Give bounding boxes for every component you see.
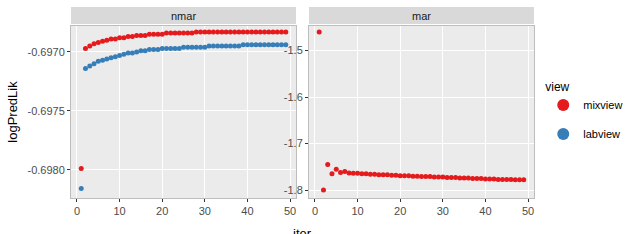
- svg-text:20: 20: [394, 205, 406, 217]
- svg-text:-1.7: -1.7: [284, 137, 303, 149]
- svg-text:-1.5: -1.5: [284, 44, 303, 56]
- svg-text:30: 30: [199, 205, 211, 217]
- svg-text:mixview: mixview: [583, 99, 622, 111]
- svg-text:-1.8: -1.8: [284, 184, 303, 196]
- svg-text:20: 20: [156, 205, 168, 217]
- svg-text:0: 0: [74, 205, 80, 217]
- svg-text:iter: iter: [293, 226, 312, 234]
- svg-text:-0.6975: -0.6975: [27, 105, 64, 117]
- svg-text:40: 40: [241, 205, 253, 217]
- svg-text:40: 40: [479, 205, 491, 217]
- svg-text:-0.6970: -0.6970: [27, 46, 64, 58]
- svg-text:30: 30: [437, 205, 449, 217]
- svg-text:view: view: [545, 80, 569, 94]
- svg-text:10: 10: [113, 205, 125, 217]
- svg-text:10: 10: [351, 205, 363, 217]
- svg-text:logPredLik: logPredLik: [5, 81, 20, 143]
- svg-text:-0.6980: -0.6980: [27, 164, 64, 176]
- svg-text:-1.6: -1.6: [284, 91, 303, 103]
- svg-text:50: 50: [284, 205, 296, 217]
- svg-text:nmar: nmar: [171, 10, 196, 22]
- svg-text:0: 0: [312, 205, 318, 217]
- svg-text:50: 50: [522, 205, 534, 217]
- svg-text:mar: mar: [412, 10, 431, 22]
- svg-text:labview: labview: [583, 128, 620, 140]
